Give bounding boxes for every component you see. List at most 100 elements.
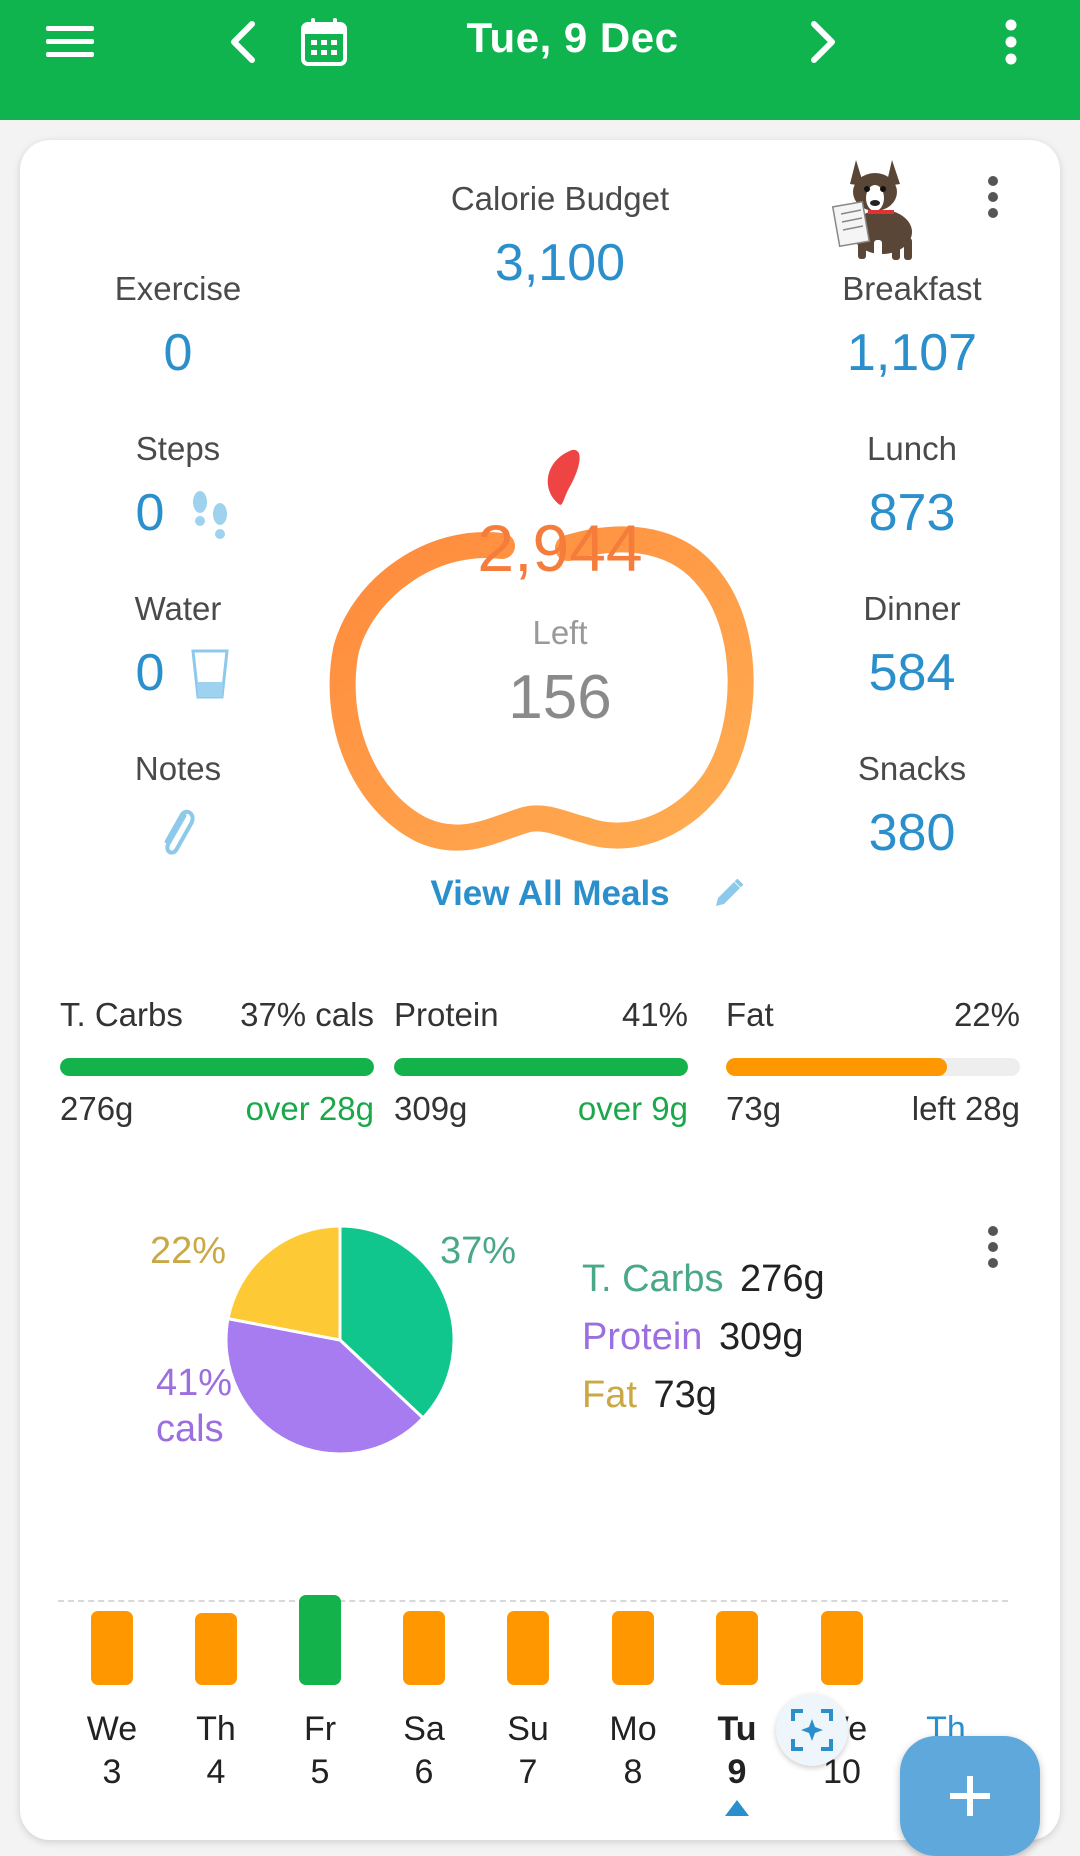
summary-card: Calorie Budget 3,100 Exercise 0 Steps 0 … [20,140,1060,1840]
legend-carbs-name: T. Carbs [582,1258,724,1300]
macro-fat-name: Fat [726,996,774,1033]
day-bar[interactable] [821,1610,863,1685]
pie-slice-t-carbs[interactable] [338,1224,456,1421]
day-label[interactable]: Su 7 [488,1708,568,1794]
day-number: 6 [414,1753,434,1791]
overflow-menu-icon[interactable] [996,0,1026,84]
day-bar[interactable] [403,1610,445,1685]
macro-protein-pct: 41% [621,996,688,1033]
day-bar[interactable] [91,1610,133,1685]
pie-slice-protein[interactable] [224,1316,426,1456]
calendar-icon[interactable] [294,0,354,84]
pie-slice-fat[interactable] [226,1224,342,1342]
left-label: Left [532,614,588,651]
legend-fat-name: Fat [582,1374,637,1416]
previous-day-button[interactable] [220,0,266,84]
day-bar[interactable] [716,1610,758,1685]
day-label[interactable]: Th 4 [176,1708,256,1794]
day-name: Mo [609,1710,657,1748]
dog-mascot-icon [830,152,930,262]
macro-protein-status: over 9g [577,1090,688,1127]
lunch-value[interactable]: 873 [868,484,956,542]
day-name: Sa [403,1710,445,1748]
water-label: Water [134,590,222,627]
pie-protein-unit-label: cals [156,1408,224,1450]
day-number: 3 [102,1753,122,1791]
plus-icon [950,1776,990,1816]
macro-fat-bar-fill [726,1058,947,1076]
breakfast-label: Breakfast [842,270,982,307]
view-all-meals-link[interactable]: View All Meals [430,874,670,913]
legend-carbs: T. Carbs 276g [582,1258,825,1301]
steps-label: Steps [135,430,221,467]
macro-fat-pct: 22% [953,996,1020,1033]
calorie-budget-value[interactable]: 3,100 [494,234,626,292]
legend-protein-grams: 309g [718,1316,804,1358]
day-bar[interactable] [612,1610,654,1685]
next-day-button[interactable] [800,0,846,84]
menu-icon[interactable] [40,0,100,84]
macro-protein-bar [394,1058,688,1076]
day-bar[interactable] [195,1613,237,1685]
day-number: 5 [310,1753,330,1791]
calories-eaten-total: 2,944 [477,511,643,585]
snacks-value[interactable]: 380 [868,804,956,862]
pie-fat-pct-label: 22% [150,1230,227,1272]
macro-carbs-status: over 28g [245,1090,374,1127]
day-bar[interactable] [299,1595,341,1685]
dinner-label: Dinner [863,590,961,627]
steps-value[interactable]: 0 [135,484,165,542]
edit-pencil-icon[interactable] [710,876,750,916]
footsteps-icon [188,488,232,544]
macro-protein-name: Protein [394,996,499,1033]
day-name: Su [507,1710,549,1748]
pie-options-icon[interactable] [986,1226,1008,1272]
current-date[interactable]: Tue, 9 Dec [466,14,679,61]
day-name: We [86,1710,138,1748]
calorie-budget-label: Calorie Budget [450,180,670,217]
paperclip-icon[interactable] [158,805,198,861]
pie-protein-pct-label: 41% [156,1362,233,1404]
day-label[interactable]: Sa 6 [384,1708,464,1794]
day-label[interactable]: Tu 9 [697,1708,777,1794]
calorie-apple-ring[interactable] [310,340,810,980]
dinner-value[interactable]: 584 [868,644,956,702]
calories-left-value: 156 [508,663,612,732]
macro-pie-chart[interactable] [220,1220,460,1460]
add-entry-button[interactable] [900,1736,1040,1856]
macro-carbs-grams: 276g [60,1090,134,1127]
snacks-label: Snacks [857,750,967,787]
macro-fat-bar [726,1058,1020,1076]
card-options-icon[interactable] [986,176,1008,222]
macro-carbs-pct: 37% cals [240,996,374,1033]
lunch-label: Lunch [867,430,957,467]
day-number: 4 [206,1753,226,1791]
water-value[interactable]: 0 [135,644,165,702]
day-number: 7 [518,1753,538,1791]
legend-protein-name: Protein [582,1316,703,1358]
exercise-value[interactable]: 0 [163,324,193,382]
macro-protein-grams: 309g [394,1090,468,1127]
app-header: Tue, 9 Dec [0,0,1080,120]
day-name: Th [196,1710,236,1748]
breakfast-value[interactable]: 1,107 [846,324,978,382]
exercise-label: Exercise [114,270,242,307]
goal-line [58,1600,1008,1602]
day-number: 9 [727,1753,747,1791]
day-label[interactable]: Mo 8 [593,1708,673,1794]
legend-carbs-grams: 276g [740,1258,825,1300]
macro-carbs-bar-fill [60,1058,374,1076]
day-label[interactable]: Fr 5 [280,1708,360,1794]
selected-day-indicator [725,1800,749,1816]
scan-sparkle-icon [791,1709,833,1751]
macro-protein-bar-fill [394,1058,688,1076]
water-glass-icon[interactable] [190,648,230,700]
legend-protein: Protein 309g [582,1316,804,1359]
macro-fat-status: left 28g [911,1090,1020,1127]
macro-fat-grams: 73g [726,1090,782,1127]
ai-scan-button[interactable] [776,1694,848,1766]
day-bar[interactable] [507,1610,549,1685]
pie-carbs-pct-label: 37% [440,1230,517,1272]
macro-carbs-name: T. Carbs [60,996,183,1033]
day-label[interactable]: We 3 [72,1708,152,1794]
